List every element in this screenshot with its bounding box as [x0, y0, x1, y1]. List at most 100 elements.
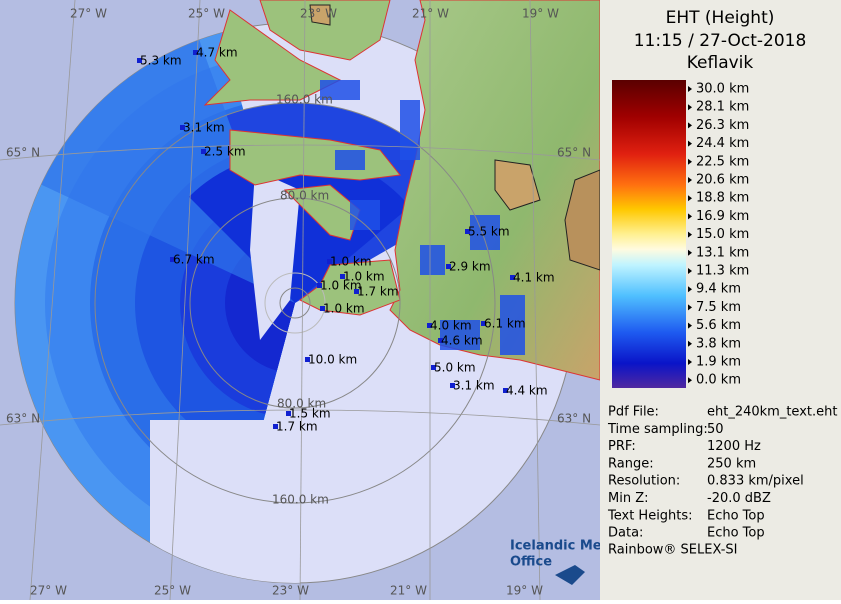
graticule	[0, 0, 600, 600]
legend-label: 24.4 km	[696, 136, 749, 151]
legend-tick	[688, 86, 692, 92]
echo-dot	[340, 274, 345, 279]
legend-tick	[688, 195, 692, 202]
site: Keflavik	[687, 53, 754, 73]
legend-label: 7.5 km	[696, 300, 741, 315]
lon-label: 21° W	[390, 584, 427, 598]
echo-dot	[446, 264, 451, 269]
info-value: Echo Top	[707, 526, 765, 541]
echo-dot	[305, 357, 310, 362]
ring-label: 80.0 km	[277, 397, 326, 411]
legend-label: 0.0 km	[696, 373, 741, 388]
legend-tick	[688, 340, 692, 347]
height-label: 2.5 km	[204, 145, 246, 159]
echo-blobs	[320, 80, 525, 355]
legend-tick	[688, 322, 692, 329]
echo-dot	[180, 125, 185, 130]
echo-dot	[320, 306, 325, 311]
height-label: 4.6 km	[441, 334, 483, 348]
legend: 30.0 km 28.1 km 26.3 km 24.4 km 22.5 km 20.6 …	[688, 82, 749, 388]
info-key: Min Z:	[608, 491, 649, 506]
height-label: 6.1 km	[484, 317, 526, 331]
echo-dot	[201, 149, 206, 154]
echo-dot	[450, 383, 455, 388]
echo-dot	[438, 338, 443, 343]
info-key: Pdf File:	[608, 405, 659, 420]
echo-blob	[420, 245, 445, 275]
echo-clear	[250, 170, 300, 340]
legend-label: 20.6 km	[696, 173, 749, 188]
echo-blob	[320, 80, 360, 100]
lon-label: 19° W	[506, 584, 543, 598]
height-label: 4.1 km	[513, 271, 555, 285]
legend-tick	[688, 359, 692, 365]
height-label: 4.0 km	[430, 319, 472, 333]
echo-blob	[470, 215, 500, 250]
height-label: 5.5 km	[468, 225, 510, 239]
footer: Rainbow® SELEX-SI	[608, 543, 738, 558]
info-key: Range:	[608, 456, 654, 471]
info-table: Pdf File: eht_240km_text.eht Time sampling…	[607, 405, 837, 541]
lon-label: 27° W	[30, 584, 67, 598]
height-label: 2.9 km	[449, 260, 491, 274]
echo-dot	[481, 321, 486, 326]
legend-label: 1.9 km	[696, 355, 741, 370]
title: EHT (Height)	[666, 8, 775, 28]
ring-label: 80.0 km	[280, 189, 329, 203]
info-value: Echo Top	[707, 508, 765, 523]
height-label: 1.0 km	[320, 279, 362, 293]
height-label: 3.1 km	[453, 379, 495, 393]
echo-dot	[286, 411, 291, 416]
legend-label: 13.1 km	[696, 245, 749, 260]
legend-tick	[688, 268, 692, 274]
ring-label: 160.0 km	[276, 93, 333, 107]
echo-dot	[427, 323, 432, 328]
height-label: 3.1 km	[183, 121, 225, 135]
logo-text: Office	[510, 555, 552, 570]
info-value: 1200 Hz	[707, 439, 761, 454]
echo-dot	[170, 257, 175, 262]
info-value: 0.833 km/pixel	[707, 474, 804, 489]
legend-label: 3.8 km	[696, 336, 741, 351]
lon-label: 23° W	[272, 584, 309, 598]
echo-dot	[431, 365, 436, 370]
height-label: 1.0 km	[323, 302, 365, 316]
color-scale	[612, 80, 686, 388]
echo-dot	[273, 424, 278, 429]
echo-blob	[350, 200, 380, 230]
legend-label: 16.9 km	[696, 209, 749, 224]
info-value: 50	[707, 422, 724, 437]
height-label: 1.5 km	[289, 407, 331, 421]
echo-blob	[335, 150, 365, 170]
legend-tick	[688, 158, 692, 165]
height-label: 4.4 km	[506, 384, 548, 398]
height-label: 10.0 km	[308, 353, 357, 367]
height-label: 5.3 km	[140, 54, 182, 68]
legend-label: 28.1 km	[696, 100, 749, 115]
legend-label: 22.5 km	[696, 154, 749, 169]
echo-dot	[510, 275, 515, 280]
echo-dot	[503, 388, 508, 393]
legend-label: 30.0 km	[696, 82, 749, 97]
echo-dot	[317, 283, 322, 288]
lat-label: 65° N	[557, 146, 591, 160]
info-key: Text Heights:	[607, 508, 693, 523]
echo-dot	[327, 259, 332, 264]
echo-dot	[465, 229, 470, 234]
echo-blob	[400, 100, 420, 160]
legend-label: 9.4 km	[696, 282, 741, 297]
lat-label: 63° N	[6, 412, 40, 426]
lon-label: 21° W	[412, 7, 449, 21]
legend-tick	[688, 177, 692, 183]
map: 27° W 27° W 25° W 25° W 23° W 23° W 21° W 21° W…	[0, 0, 600, 600]
map-labels: 27° W 27° W 25° W 25° W 23° W 23° W 21° W 21° W…	[6, 7, 591, 598]
info-key: Resolution:	[608, 474, 680, 489]
echo-dot	[354, 289, 359, 294]
lon-label: 27° W	[70, 7, 107, 21]
lon-label: 19° W	[522, 7, 559, 21]
height-label: 5.0 km	[434, 361, 476, 375]
info-key: PRF:	[608, 439, 636, 454]
height-label: 1.7 km	[276, 420, 318, 434]
lat-label: 63° N	[557, 412, 591, 426]
side-panel: EHT (Height) 11:15 / 27-Oct-2018 Keflavi…	[600, 0, 841, 600]
